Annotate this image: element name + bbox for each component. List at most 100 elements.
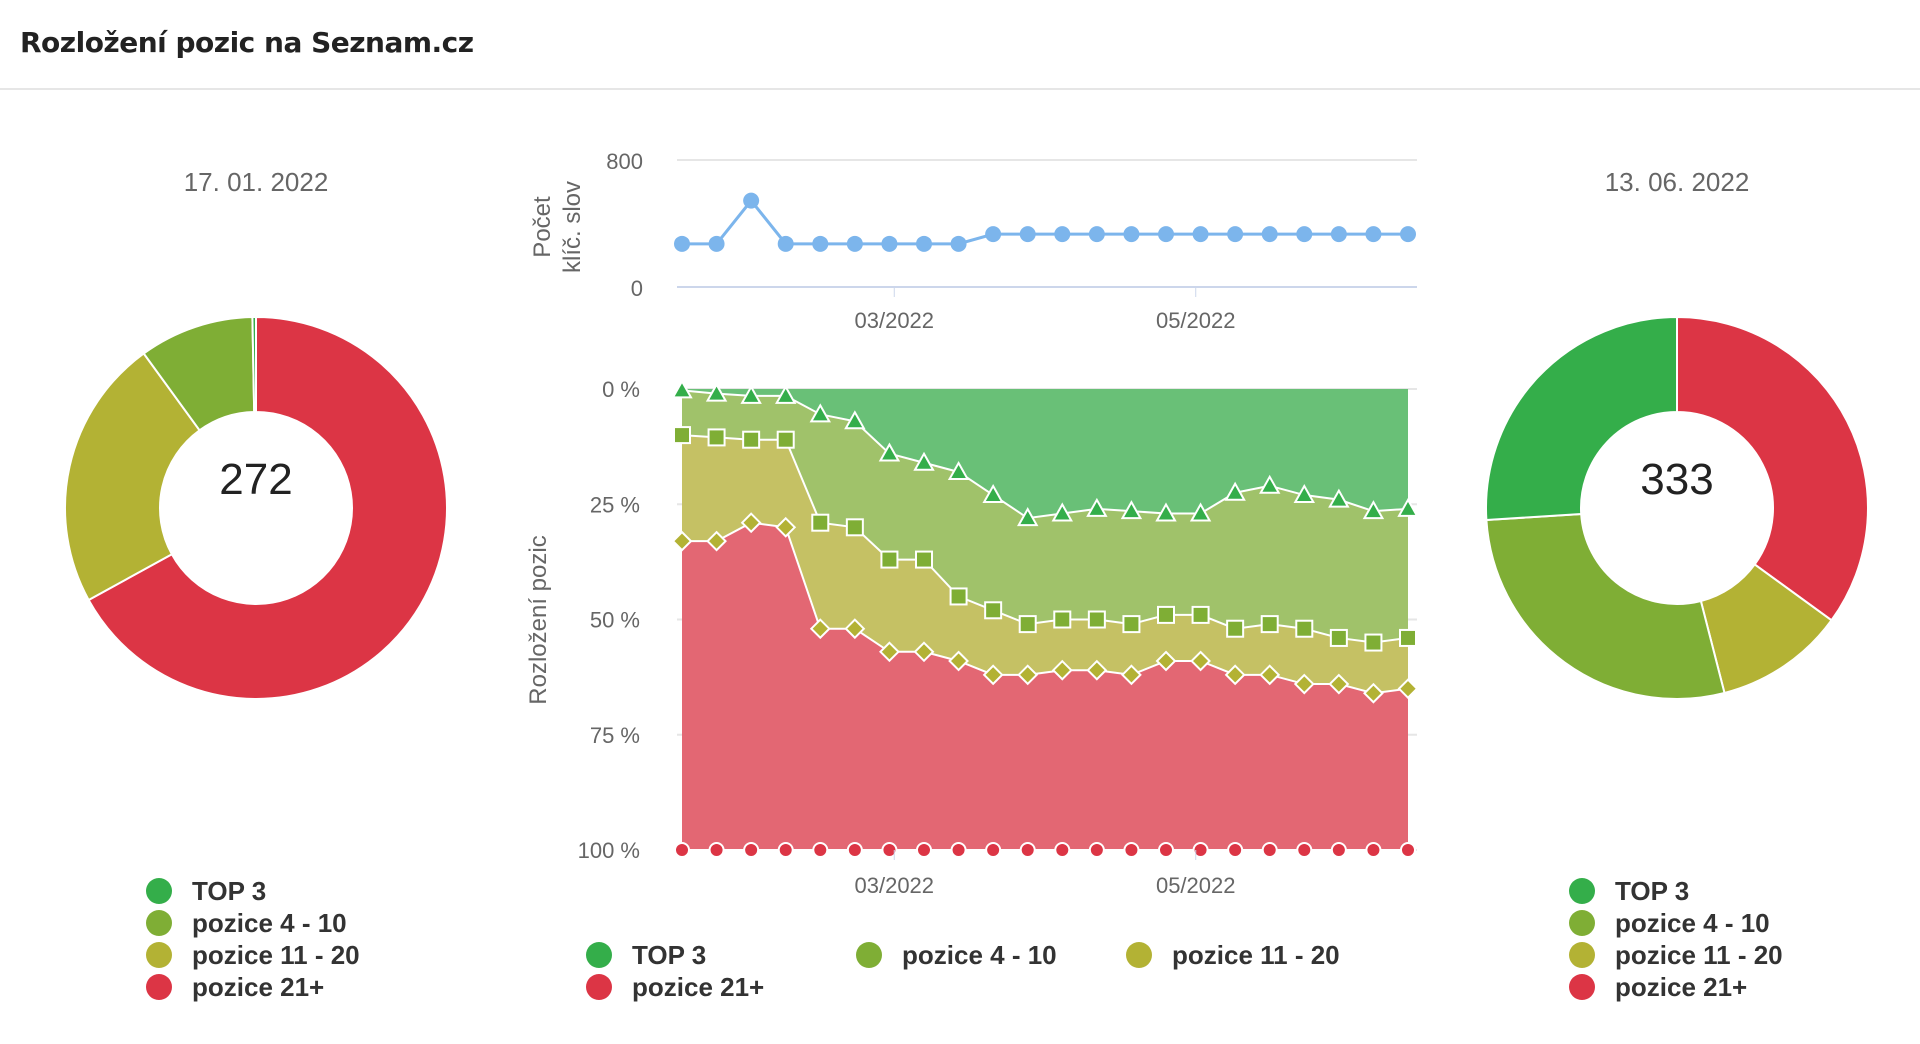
circle-marker — [881, 842, 898, 858]
circle-marker — [1261, 842, 1278, 858]
legend-label: TOP 3 — [632, 939, 707, 970]
legend-item-top3[interactable]: TOP 3 — [146, 875, 360, 907]
legend-dot-icon — [1126, 942, 1152, 968]
y-tick-label: 50 % — [590, 608, 640, 633]
legend-dot-icon — [1569, 878, 1595, 904]
square-marker — [1018, 615, 1037, 634]
y-tick-label: 0 % — [602, 377, 640, 402]
y-axis-title: Rozložení pozic — [525, 535, 552, 704]
triangle-marker — [913, 451, 935, 471]
area-top-3 — [682, 389, 1408, 519]
diamond-marker — [1328, 673, 1350, 695]
circle-marker — [1192, 842, 1209, 858]
diamond-marker — [1086, 659, 1108, 681]
triangle-marker — [1051, 502, 1073, 522]
diamond-marker — [1397, 678, 1419, 700]
legend-right: TOP 3 pozice 4 - 10 pozice 11 - 20 pozic… — [1569, 875, 1783, 1003]
legend-item-21plus[interactable]: pozice 21+ — [146, 971, 360, 1003]
y-tick-label: 100 % — [578, 838, 640, 863]
diamond-marker — [671, 530, 693, 552]
diamond-marker — [1051, 659, 1073, 681]
diamond-marker — [879, 641, 900, 663]
legend-label: pozice 21+ — [632, 971, 765, 1002]
legend-item-11-20[interactable]: pozice 11 - 20 — [1569, 939, 1783, 971]
legend-item-4-10[interactable]: pozice 4 - 10 — [1569, 907, 1783, 939]
legend-dot-icon — [856, 942, 882, 968]
donut-slice-pozice-21- — [1676, 315, 1869, 622]
legend-dot-icon — [146, 910, 172, 936]
circle-marker — [950, 842, 967, 858]
series-line-pozice-11-20 — [682, 521, 1409, 695]
diamond-marker — [913, 641, 935, 663]
triangle-marker — [1362, 500, 1385, 520]
circle-marker — [1088, 842, 1105, 858]
square-marker — [1226, 619, 1245, 638]
diamond-marker — [1224, 664, 1246, 686]
legend-label: pozice 4 - 10 — [192, 907, 347, 938]
donut-date-label: 13. 06. 2022 — [1605, 167, 1750, 197]
square-marker — [776, 430, 795, 449]
keyword-count-point — [812, 235, 829, 252]
diamond-marker — [740, 512, 762, 534]
circle-marker — [846, 842, 863, 858]
legend-item-21plus[interactable]: pozice 21+ — [586, 971, 856, 1003]
legend-dot-icon — [146, 878, 172, 904]
legend-item-4-10[interactable]: pozice 4 - 10 — [856, 939, 1126, 971]
square-marker — [707, 428, 726, 447]
keyword-count-point — [1088, 226, 1105, 243]
legend-left: TOP 3 pozice 4 - 10 pozice 11 - 20 pozic… — [146, 875, 360, 1003]
keyword-count-point — [743, 192, 760, 209]
circle-marker — [985, 842, 1002, 858]
circle-marker — [1019, 842, 1036, 858]
circle-marker — [916, 842, 932, 858]
keyword-count-point — [1261, 226, 1278, 243]
diamond-marker — [1121, 664, 1142, 686]
diamond-marker — [1017, 664, 1039, 686]
page-title: Rozložení pozic na Seznam.cz — [20, 26, 474, 59]
legend-item-4-10[interactable]: pozice 4 - 10 — [146, 907, 360, 939]
circle-marker — [1227, 842, 1244, 858]
legend-item-11-20[interactable]: pozice 11 - 20 — [146, 939, 360, 971]
triangle-marker — [1224, 481, 1246, 501]
y-tick-label: 25 % — [590, 492, 640, 517]
legend-label: pozice 11 - 20 — [192, 939, 360, 970]
diamond-marker — [1293, 673, 1315, 695]
diamond-marker — [809, 618, 831, 640]
square-marker — [1157, 605, 1175, 624]
triangle-marker — [1189, 502, 1212, 522]
x-tick-label: 03/2022 — [855, 308, 935, 333]
legend-item-top3[interactable]: TOP 3 — [586, 939, 856, 971]
donut-center-count: 333 — [1640, 455, 1713, 504]
square-marker — [742, 430, 761, 449]
triangle-marker — [1293, 483, 1315, 504]
square-marker — [1191, 605, 1210, 624]
triangle-marker — [1397, 497, 1419, 517]
triangle-marker — [1017, 507, 1039, 527]
donut-date-label: 17. 01. 2022 — [184, 167, 329, 197]
circle-marker — [1158, 842, 1174, 858]
keyword-count-point — [1019, 226, 1036, 243]
circle-marker — [743, 842, 760, 858]
triangle-marker — [947, 460, 970, 480]
y-tick-label: 800 — [606, 149, 643, 174]
square-marker — [1399, 628, 1417, 647]
donut-slice-pozice-11-20 — [64, 352, 201, 602]
triangle-marker — [705, 382, 728, 402]
legend-item-top3[interactable]: TOP 3 — [1569, 875, 1783, 907]
square-marker — [1295, 619, 1314, 638]
donut-slice-pozice-21- — [87, 315, 448, 700]
x-tick-label: 03/2022 — [855, 873, 935, 898]
legend-item-21plus[interactable]: pozice 21+ — [1569, 971, 1783, 1003]
square-marker — [845, 518, 864, 537]
diamond-marker — [948, 650, 969, 672]
keyword-count-point — [950, 235, 967, 252]
diamond-marker — [1190, 650, 1211, 672]
legend-item-11-20[interactable]: pozice 11 - 20 — [1126, 939, 1396, 971]
y-tick-label: 75 % — [590, 723, 640, 748]
y-axis-title-line2: klíč. slov — [559, 181, 586, 273]
keyword-count-point — [1330, 226, 1347, 243]
diamond-marker — [1155, 650, 1177, 672]
area-pozice-21- — [682, 522, 1408, 850]
circle-marker — [1054, 842, 1071, 858]
